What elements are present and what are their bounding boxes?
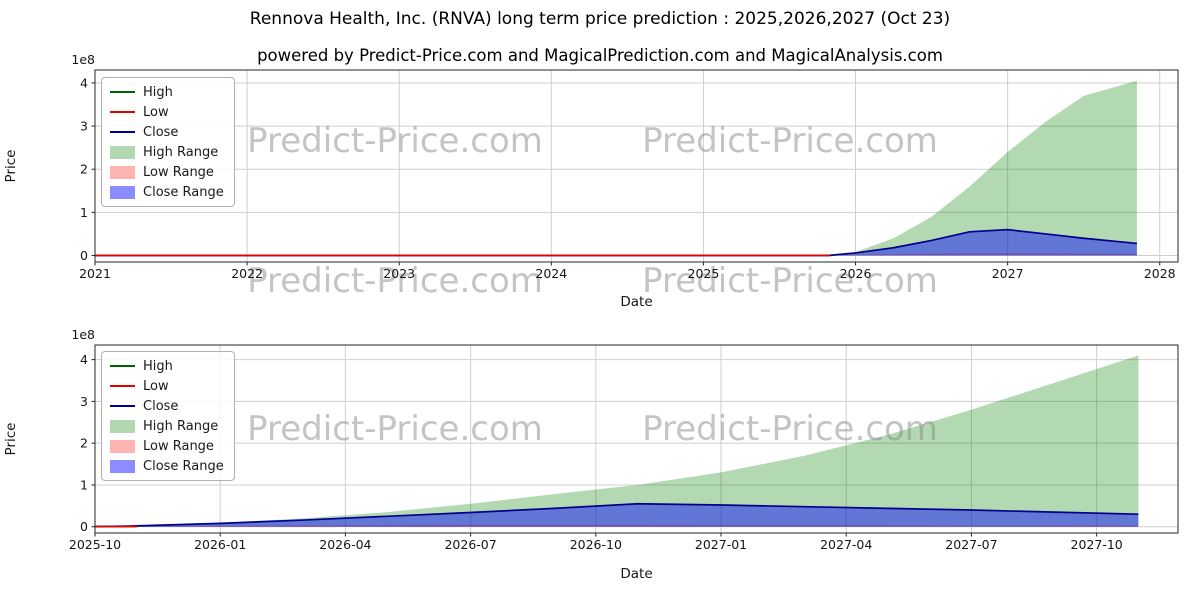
chart-geometry bbox=[94, 69, 1179, 534]
page-subtitle: powered by Predict-Price.com and Magical… bbox=[257, 46, 943, 65]
high-range-swatch bbox=[110, 145, 135, 159]
y-tick-label: 0 bbox=[80, 248, 88, 263]
legend-label: High bbox=[143, 358, 173, 374]
legend-item-close-range: Close Range bbox=[110, 184, 224, 200]
y-axis-offset-label: 1e8 bbox=[71, 327, 95, 342]
x-axis-label: Date bbox=[620, 294, 652, 310]
legend-item-high: High bbox=[110, 358, 224, 374]
legend-label: High Range bbox=[143, 144, 219, 160]
x-tick-label: 2024 bbox=[535, 266, 567, 281]
x-tick-label: 2022 bbox=[231, 266, 263, 281]
high-range-area bbox=[136, 355, 1139, 527]
y-tick-label: 2 bbox=[80, 436, 88, 451]
low-swatch bbox=[110, 385, 135, 387]
x-tick-label: 2026-04 bbox=[319, 537, 371, 552]
plot-border bbox=[94, 69, 1179, 263]
legend-item-low-range: Low Range bbox=[110, 164, 224, 180]
page-title: Rennova Health, Inc. (RNVA) long term pr… bbox=[249, 9, 951, 29]
y-axis-offset-label: 1e8 bbox=[71, 52, 95, 67]
legend-label: Close bbox=[143, 124, 179, 140]
high-swatch bbox=[110, 365, 135, 367]
high-swatch bbox=[110, 91, 135, 93]
x-tick-label: 2027-10 bbox=[1071, 537, 1123, 552]
low-range-area bbox=[829, 253, 1137, 256]
watermark-text: Predict-Price.com bbox=[247, 121, 543, 161]
chart-text: 2021 2022 2023 2024 2025 2026 2027 2028 0 1 2 3 4 1e8… bbox=[3, 52, 1176, 582]
legend-label: High Range bbox=[143, 418, 219, 434]
legend-label: Close Range bbox=[143, 184, 224, 200]
legend-label: Low bbox=[143, 104, 169, 120]
y-tick-label: 3 bbox=[80, 394, 88, 409]
y-tick-label: 0 bbox=[80, 519, 88, 534]
low-range-swatch bbox=[110, 439, 135, 453]
legend-item-close: Close bbox=[110, 398, 224, 414]
x-tick-label: 2027-07 bbox=[945, 537, 997, 552]
x-tick-label: 2027 bbox=[992, 266, 1024, 281]
y-axis-label: Price bbox=[3, 423, 19, 456]
legend-label: Low Range bbox=[143, 438, 214, 454]
legend-item-close: Close bbox=[110, 124, 224, 140]
x-tick-label: 2026-10 bbox=[570, 537, 622, 552]
close-swatch bbox=[110, 405, 135, 407]
close-range-swatch bbox=[110, 459, 135, 473]
watermark-text: Predict-Price.com bbox=[642, 409, 938, 449]
y-axis-label: Price bbox=[3, 150, 19, 183]
legend-item-high-range: High Range bbox=[110, 418, 224, 434]
low-swatch bbox=[110, 111, 135, 113]
chart-long-term-yearly-labels: 2021 2022 2023 2024 2025 2026 2027 2028 0 1 2 3 4 1e8… bbox=[3, 52, 1176, 310]
watermark-text: Predict-Price.com bbox=[247, 261, 543, 301]
y-tick-label: 3 bbox=[80, 119, 88, 134]
chart-prediction-monthly bbox=[94, 344, 1179, 534]
y-tick-label: 1 bbox=[80, 477, 88, 492]
low-range-swatch bbox=[110, 165, 135, 179]
close-range-swatch bbox=[110, 185, 135, 199]
low-range-area bbox=[136, 524, 1139, 527]
close-line bbox=[94, 502, 1139, 528]
watermarks: Predict-Price.com Predict-Price.com Predic… bbox=[247, 121, 938, 449]
legend-label: Low Range bbox=[143, 164, 214, 180]
x-tick-label: 2025-10 bbox=[69, 537, 121, 552]
watermark-text: Predict-Price.com bbox=[247, 409, 543, 449]
legend-label: Low bbox=[143, 378, 169, 394]
legend-item-close-range: Close Range bbox=[110, 458, 224, 474]
legend-item-high: High bbox=[110, 84, 224, 100]
watermark-text: Predict-Price.com bbox=[642, 261, 938, 301]
legend-item-low-range: Low Range bbox=[110, 438, 224, 454]
y-tick-label: 4 bbox=[80, 352, 88, 367]
x-tick-label: 2025 bbox=[688, 266, 720, 281]
x-axis-label: Date bbox=[620, 566, 652, 582]
legend-item-low: Low bbox=[110, 378, 224, 394]
close-line bbox=[95, 228, 1138, 257]
chart-long-term-yearly bbox=[94, 69, 1179, 263]
y-tick-label: 1 bbox=[80, 205, 88, 220]
legend-item-low: Low bbox=[110, 104, 224, 120]
legend-bottom-chart: High Low Close High Range Low Range Close Ran… bbox=[101, 351, 235, 481]
x-tick-label: 2028 bbox=[1144, 266, 1176, 281]
watermark-text: Predict-Price.com bbox=[642, 121, 938, 161]
high-range-swatch bbox=[110, 419, 135, 433]
x-tick-label: 2026 bbox=[840, 266, 872, 281]
x-tick-label: 2023 bbox=[383, 266, 415, 281]
x-tick-label: 2027-01 bbox=[695, 537, 747, 552]
high-range-area bbox=[829, 80, 1137, 256]
close-range-area bbox=[136, 503, 1139, 527]
legend-top-chart: High Low Close High Range Low Range Close Ran… bbox=[101, 77, 235, 207]
legend-label: Close Range bbox=[143, 458, 224, 474]
chart-prediction-monthly-labels: 2025-10 2026-01 2026-04 2026-07 2026-10 2027-… bbox=[3, 327, 1123, 582]
legend-label: Close bbox=[143, 398, 179, 414]
y-tick-label: 2 bbox=[80, 162, 88, 177]
x-tick-label: 2026-07 bbox=[444, 537, 496, 552]
plot-border bbox=[94, 344, 1179, 534]
x-tick-label: 2021 bbox=[79, 266, 111, 281]
legend-label: High bbox=[143, 84, 173, 100]
legend-item-high-range: High Range bbox=[110, 144, 224, 160]
x-tick-label: 2027-04 bbox=[820, 537, 872, 552]
x-tick-label: 2026-01 bbox=[194, 537, 246, 552]
close-swatch bbox=[110, 131, 135, 133]
y-tick-label: 4 bbox=[80, 75, 88, 90]
